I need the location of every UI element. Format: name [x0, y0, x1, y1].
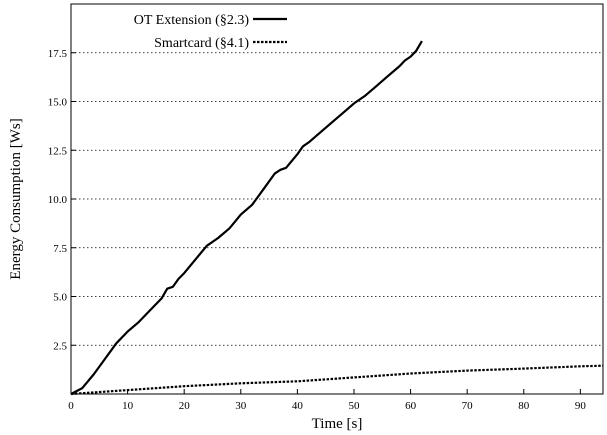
- series-line-ot-extension: [70, 40, 423, 395]
- x-tick-label: 20: [179, 400, 191, 412]
- x-tick-label: 50: [348, 400, 360, 412]
- x-tick-label: 0: [68, 400, 74, 412]
- axis-ticks: 2.5 5.0 7.5 10.0 12.5 15.0 17.5 0 10 20 30 40 50 60 70…: [48, 48, 587, 412]
- x-tick-label: 60: [405, 400, 417, 412]
- x-tick-label: 80: [518, 400, 530, 412]
- x-tick-label: 70: [462, 400, 474, 412]
- y-tick-label: 5.0: [53, 292, 67, 304]
- y-tick-label: 7.5: [53, 243, 67, 255]
- series-lines: [70, 40, 604, 396]
- y-tick-label: 12.5: [48, 145, 68, 157]
- grid-lines: [71, 52, 603, 346]
- y-tick-label: 2.5: [53, 340, 67, 352]
- legend-label-ot-extension: OT Extension (§2.3): [134, 13, 250, 28]
- x-tick-label: 40: [292, 400, 304, 412]
- x-axis-label: Time [s]: [312, 416, 363, 432]
- y-tick-label: 15.0: [48, 97, 68, 109]
- y-axis-label: Energy Consumption [Ws]: [8, 118, 24, 279]
- x-tick-label: 90: [575, 400, 587, 412]
- series-line-smartcard: [70, 364, 604, 396]
- x-tick-label: 30: [235, 400, 247, 412]
- y-tick-label: 10.0: [48, 194, 68, 206]
- legend: OT Extension (§2.3) Smartcard (§4.1): [134, 13, 287, 51]
- legend-label-smartcard: Smartcard (§4.1): [154, 36, 249, 51]
- x-tick-label: 10: [122, 400, 134, 412]
- y-tick-label: 17.5: [48, 48, 68, 60]
